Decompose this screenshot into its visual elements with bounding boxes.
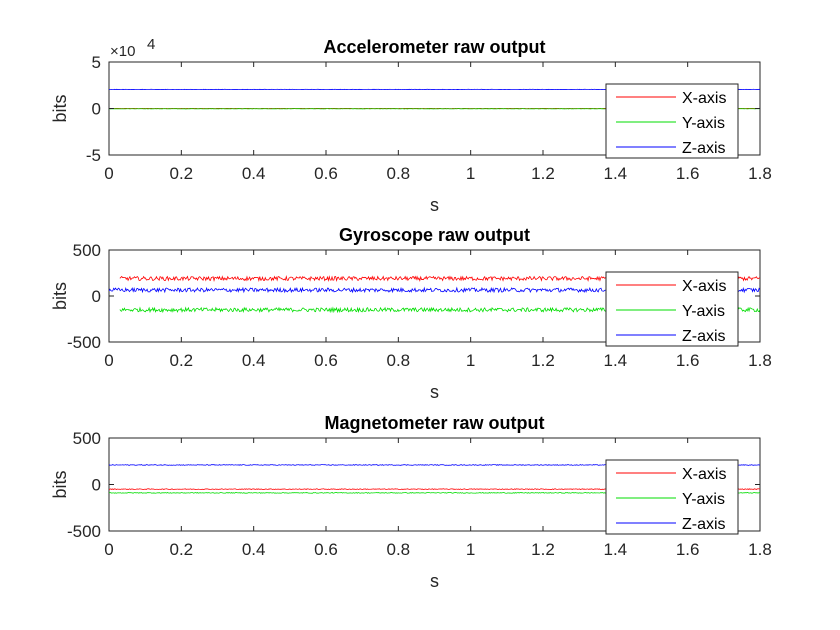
x-tick-label: 1.2 (531, 540, 555, 559)
y-tick-label: 0 (92, 476, 101, 495)
x-tick-label: 1.4 (604, 540, 628, 559)
legend-entry-x-axis: X-axis (682, 90, 726, 107)
chart-title: Magnetometer raw output (324, 413, 544, 433)
x-tick-label: 0.4 (242, 540, 266, 559)
x-tick-label: 1.4 (604, 164, 628, 183)
y-tick-label: -500 (67, 333, 101, 352)
legend-entry-x-axis: X-axis (682, 278, 726, 295)
legend: X-axis Y-axis Z-axis (605, 83, 739, 159)
legend-entry-z-axis: Z-axis (682, 328, 726, 345)
x-tick-label: 1.6 (676, 540, 700, 559)
x-tick-label: 0.2 (170, 540, 194, 559)
y-tick-label: 500 (73, 241, 101, 260)
legend: X-axis Y-axis Z-axis (605, 459, 739, 535)
x-tick-label: 0.4 (242, 351, 266, 370)
y-tick-label: 0 (92, 100, 101, 119)
y-tick-label: 500 (73, 429, 101, 448)
x-tick-label: 0.6 (314, 540, 338, 559)
x-axis-label: s (430, 195, 439, 215)
x-tick-label: 1.6 (676, 351, 700, 370)
legend-entry-y-axis: Y-axis (682, 491, 725, 508)
x-tick-label: 1.2 (531, 351, 555, 370)
y-axis-label: bits (50, 282, 70, 310)
legend-entry-y-axis: Y-axis (682, 115, 725, 132)
x-tick-label: 0.4 (242, 164, 266, 183)
legend-entry-z-axis: Z-axis (682, 140, 726, 157)
y-axis-label: bits (50, 470, 70, 498)
y-tick-label: 0 (92, 287, 101, 306)
legend: X-axis Y-axis Z-axis (605, 271, 739, 347)
x-tick-label: 1.2 (531, 164, 555, 183)
x-tick-label: 0 (104, 351, 113, 370)
y-exponent-power: 4 (147, 36, 155, 53)
legend-entry-y-axis: Y-axis (682, 303, 725, 320)
legend-entry-x-axis: X-axis (682, 466, 726, 483)
x-axis-label: s (430, 382, 439, 402)
y-tick-label: -5 (86, 146, 101, 165)
y-tick-label: 5 (92, 53, 101, 72)
x-tick-label: 1 (466, 164, 475, 183)
x-tick-label: 1.8 (748, 351, 772, 370)
x-tick-label: 0 (104, 540, 113, 559)
x-tick-label: 1 (466, 351, 475, 370)
x-tick-label: 0 (104, 164, 113, 183)
x-tick-label: 0.2 (170, 351, 194, 370)
x-tick-label: 0.8 (387, 351, 411, 370)
legend-box (605, 271, 739, 347)
chart-title: Accelerometer raw output (323, 37, 545, 57)
y-exponent-base: ×10 (110, 43, 135, 60)
x-tick-label: 0.6 (314, 164, 338, 183)
legend-box (605, 459, 739, 535)
x-tick-label: 0.8 (387, 164, 411, 183)
y-tick-label: -500 (67, 522, 101, 541)
x-tick-label: 1.8 (748, 164, 772, 183)
x-tick-label: 0.2 (170, 164, 194, 183)
x-tick-label: 1.8 (748, 540, 772, 559)
subplot-2: 0 0.2 0.4 0.6 0.8 1 1.2 1.4 1.6 1.8-5000500Gyrosc… (50, 225, 772, 402)
x-tick-label: 1 (466, 540, 475, 559)
y-axis-label: bits (50, 94, 70, 122)
x-tick-label: 1.6 (676, 164, 700, 183)
x-tick-label: 0.8 (387, 540, 411, 559)
subplot-3: 0 0.2 0.4 0.6 0.8 1 1.2 1.4 1.6 1.8-5000500Magnet… (50, 413, 772, 591)
subplot-1: 0 0.2 0.4 0.6 0.8 1 1.2 1.4 1.6 1.8-505×10 4 Accele… (50, 36, 772, 215)
x-axis-label: s (430, 571, 439, 591)
chart-title: Gyroscope raw output (339, 225, 530, 245)
x-tick-label: 1.4 (604, 351, 628, 370)
legend-box (605, 83, 739, 159)
legend-entry-z-axis: Z-axis (682, 516, 726, 533)
x-tick-label: 0.6 (314, 351, 338, 370)
